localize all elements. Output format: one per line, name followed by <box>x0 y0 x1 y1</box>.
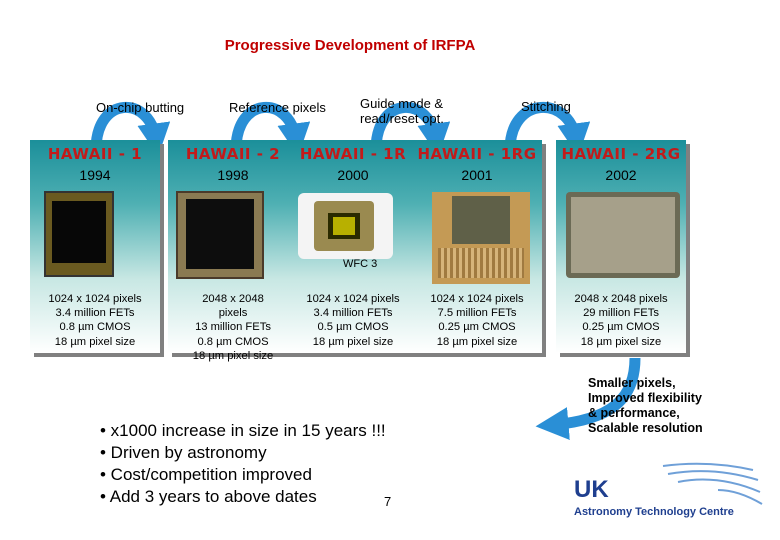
chip-name: HAWAII - 1RG <box>417 145 537 163</box>
chip-specs: 2048 x 2048 pixels 29 million FETs 0.25 µ… <box>574 293 668 348</box>
chip-photo <box>566 192 680 278</box>
chip-specs: 1024 x 1024 pixels 3.4 million FETs 0.8 µ… <box>48 293 142 348</box>
chip-year: 1998 <box>217 167 249 183</box>
chip-name: HAWAII - 2 <box>185 145 281 163</box>
bullet-item: • Add 3 years to above dates <box>100 487 317 506</box>
page-title: Progressive Development of IRFPA <box>224 37 476 54</box>
chip-year: 2001 <box>461 167 493 183</box>
step-label-reference: Reference pixels <box>229 100 326 115</box>
chip-name: HAWAII - 2RG <box>561 145 681 163</box>
arrow-3-icon <box>370 101 451 157</box>
logo-atc: Astronomy Technology Centre <box>574 506 734 518</box>
card-hawaii-2: HAWAII - 2 1998 2048 x 2048 pixels 13 mil… <box>168 140 298 362</box>
chip-specs: 1024 x 1024 pixels 7.5 million FETs 0.25 … <box>430 293 524 348</box>
chip-photo <box>298 193 393 259</box>
card-hawaii-1: HAWAII - 1 1994 1024 x 1024 pixels 3.4 mi… <box>30 140 160 353</box>
uk-atc-logo: UK Astronomy Technology Centre <box>568 460 768 527</box>
bullet-list: • x1000 increase in size in 15 years !!!… <box>100 420 386 508</box>
arrow-5-icon <box>535 357 641 441</box>
wfc-note: WFC 3 <box>343 258 378 270</box>
arrow-1-icon <box>90 101 171 157</box>
step-label-stitching: Stitching <box>521 99 571 114</box>
chip-year: 2002 <box>605 167 637 183</box>
chip-specs: 2048 x 2048 pixels 13 million FETs 0.8 µm … <box>192 293 274 362</box>
chip-name: HAWAII - 1R <box>299 145 407 163</box>
bullet-item: • x1000 increase in size in 15 years !!! <box>100 421 386 440</box>
chip-year: 2000 <box>337 167 369 183</box>
card-hawaii-1r: HAWAII - 1R 2000 WFC 3 1024 x 1024 pixel… <box>288 140 418 353</box>
chip-year: 1994 <box>79 167 111 183</box>
step-label-guide: Guide mode & read/reset opt. <box>360 96 444 126</box>
chip-specs: 1024 x 1024 pixels 3.4 million FETs 0.5 µ… <box>306 293 400 348</box>
bullet-item: • Cost/competition improved <box>100 465 312 484</box>
card-hawaii-1rg: HAWAII - 1RG 2001 1024 x 1024 pixels 7.5 … <box>412 140 542 353</box>
arrow-2-icon <box>230 101 311 157</box>
chip-name: HAWAII - 1 <box>47 145 143 163</box>
page-number: 7 <box>384 494 392 509</box>
bullet-item: • Driven by astronomy <box>100 443 267 462</box>
chip-photo <box>432 192 530 284</box>
chip-photo <box>44 191 114 277</box>
arrow-4-icon <box>504 101 591 157</box>
chip-photo <box>176 191 264 279</box>
logo-uk: UK <box>574 476 609 503</box>
card-hawaii-2rg: HAWAII - 2RG 2002 2048 x 2048 pixels 29 m… <box>556 140 686 353</box>
step-label-butting: On-chip butting <box>96 100 185 115</box>
summary-text: Smaller pixels, Improved flexibility & pe… <box>588 376 703 435</box>
